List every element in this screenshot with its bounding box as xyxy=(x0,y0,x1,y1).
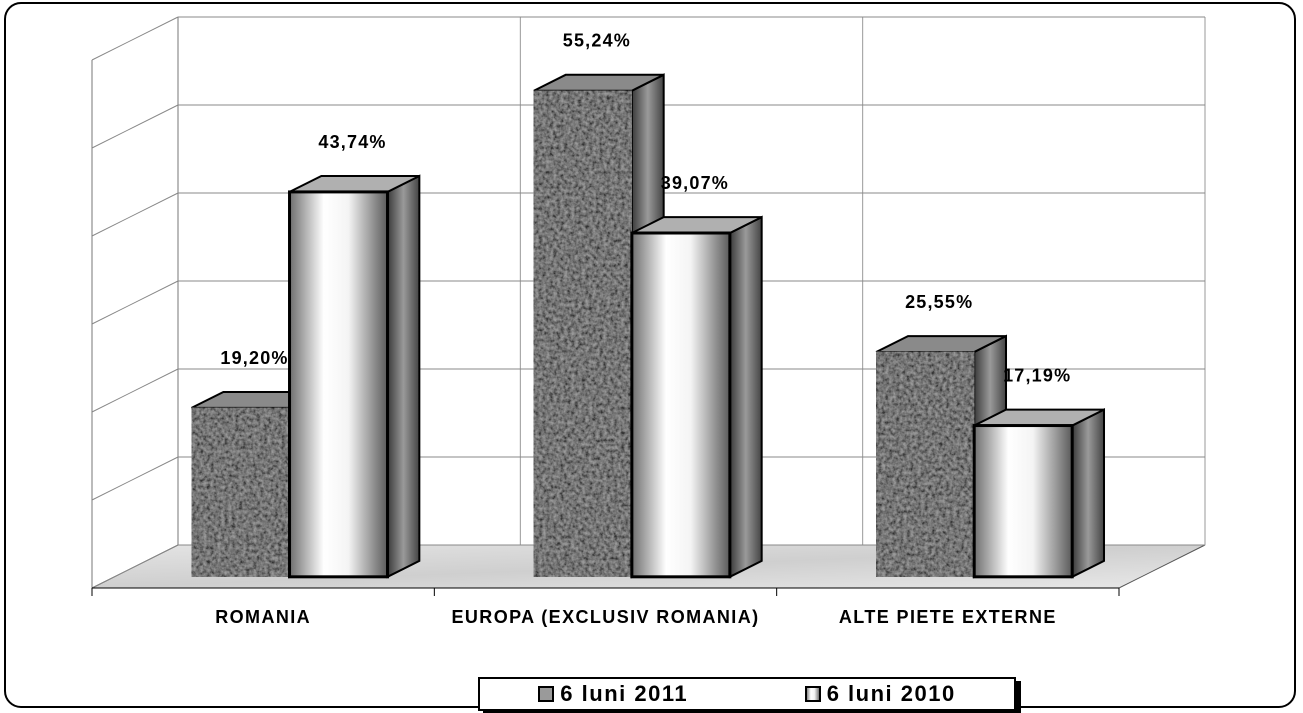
bar-side xyxy=(1071,408,1106,579)
bar xyxy=(630,231,732,579)
grid-line xyxy=(91,104,179,149)
bar xyxy=(190,406,292,579)
legend-label: 6 luni 2010 xyxy=(826,681,956,706)
grid-line xyxy=(91,280,179,325)
swatch xyxy=(804,686,821,702)
grid-line xyxy=(91,456,179,501)
legend-label: 6 luni 2011 xyxy=(560,681,689,706)
grid-line xyxy=(91,544,179,589)
legend-item: 6 luni 2010 xyxy=(804,681,956,707)
bar xyxy=(532,89,634,579)
legend-swatch xyxy=(804,686,821,702)
bar-side xyxy=(386,174,421,579)
grid-line xyxy=(91,368,179,413)
bar xyxy=(288,190,390,579)
value-label: 43,74% xyxy=(318,132,386,152)
grid-line xyxy=(91,16,179,61)
value-label: 17,19% xyxy=(1003,366,1071,386)
swatch xyxy=(538,686,555,702)
bar xyxy=(874,350,976,579)
legend: 6 luni 2011 6 luni 2010 xyxy=(478,677,1016,711)
legend-swatch xyxy=(538,686,555,702)
grid-line xyxy=(91,192,179,237)
legend-item: 6 luni 2011 xyxy=(538,681,688,707)
value-label: 25,55% xyxy=(905,292,973,312)
value-label: 19,20% xyxy=(220,348,288,368)
bar-side xyxy=(728,215,763,579)
bar xyxy=(972,424,1074,579)
x-tick-label: ALTE PIETE EXTERNE xyxy=(838,607,1057,627)
x-tick-label: EUROPA (EXCLUSIV ROMANIA) xyxy=(451,607,760,627)
x-tick-label: ROMANIA xyxy=(215,607,312,627)
value-label: 55,24% xyxy=(563,31,631,51)
value-label: 39,07% xyxy=(661,173,729,193)
